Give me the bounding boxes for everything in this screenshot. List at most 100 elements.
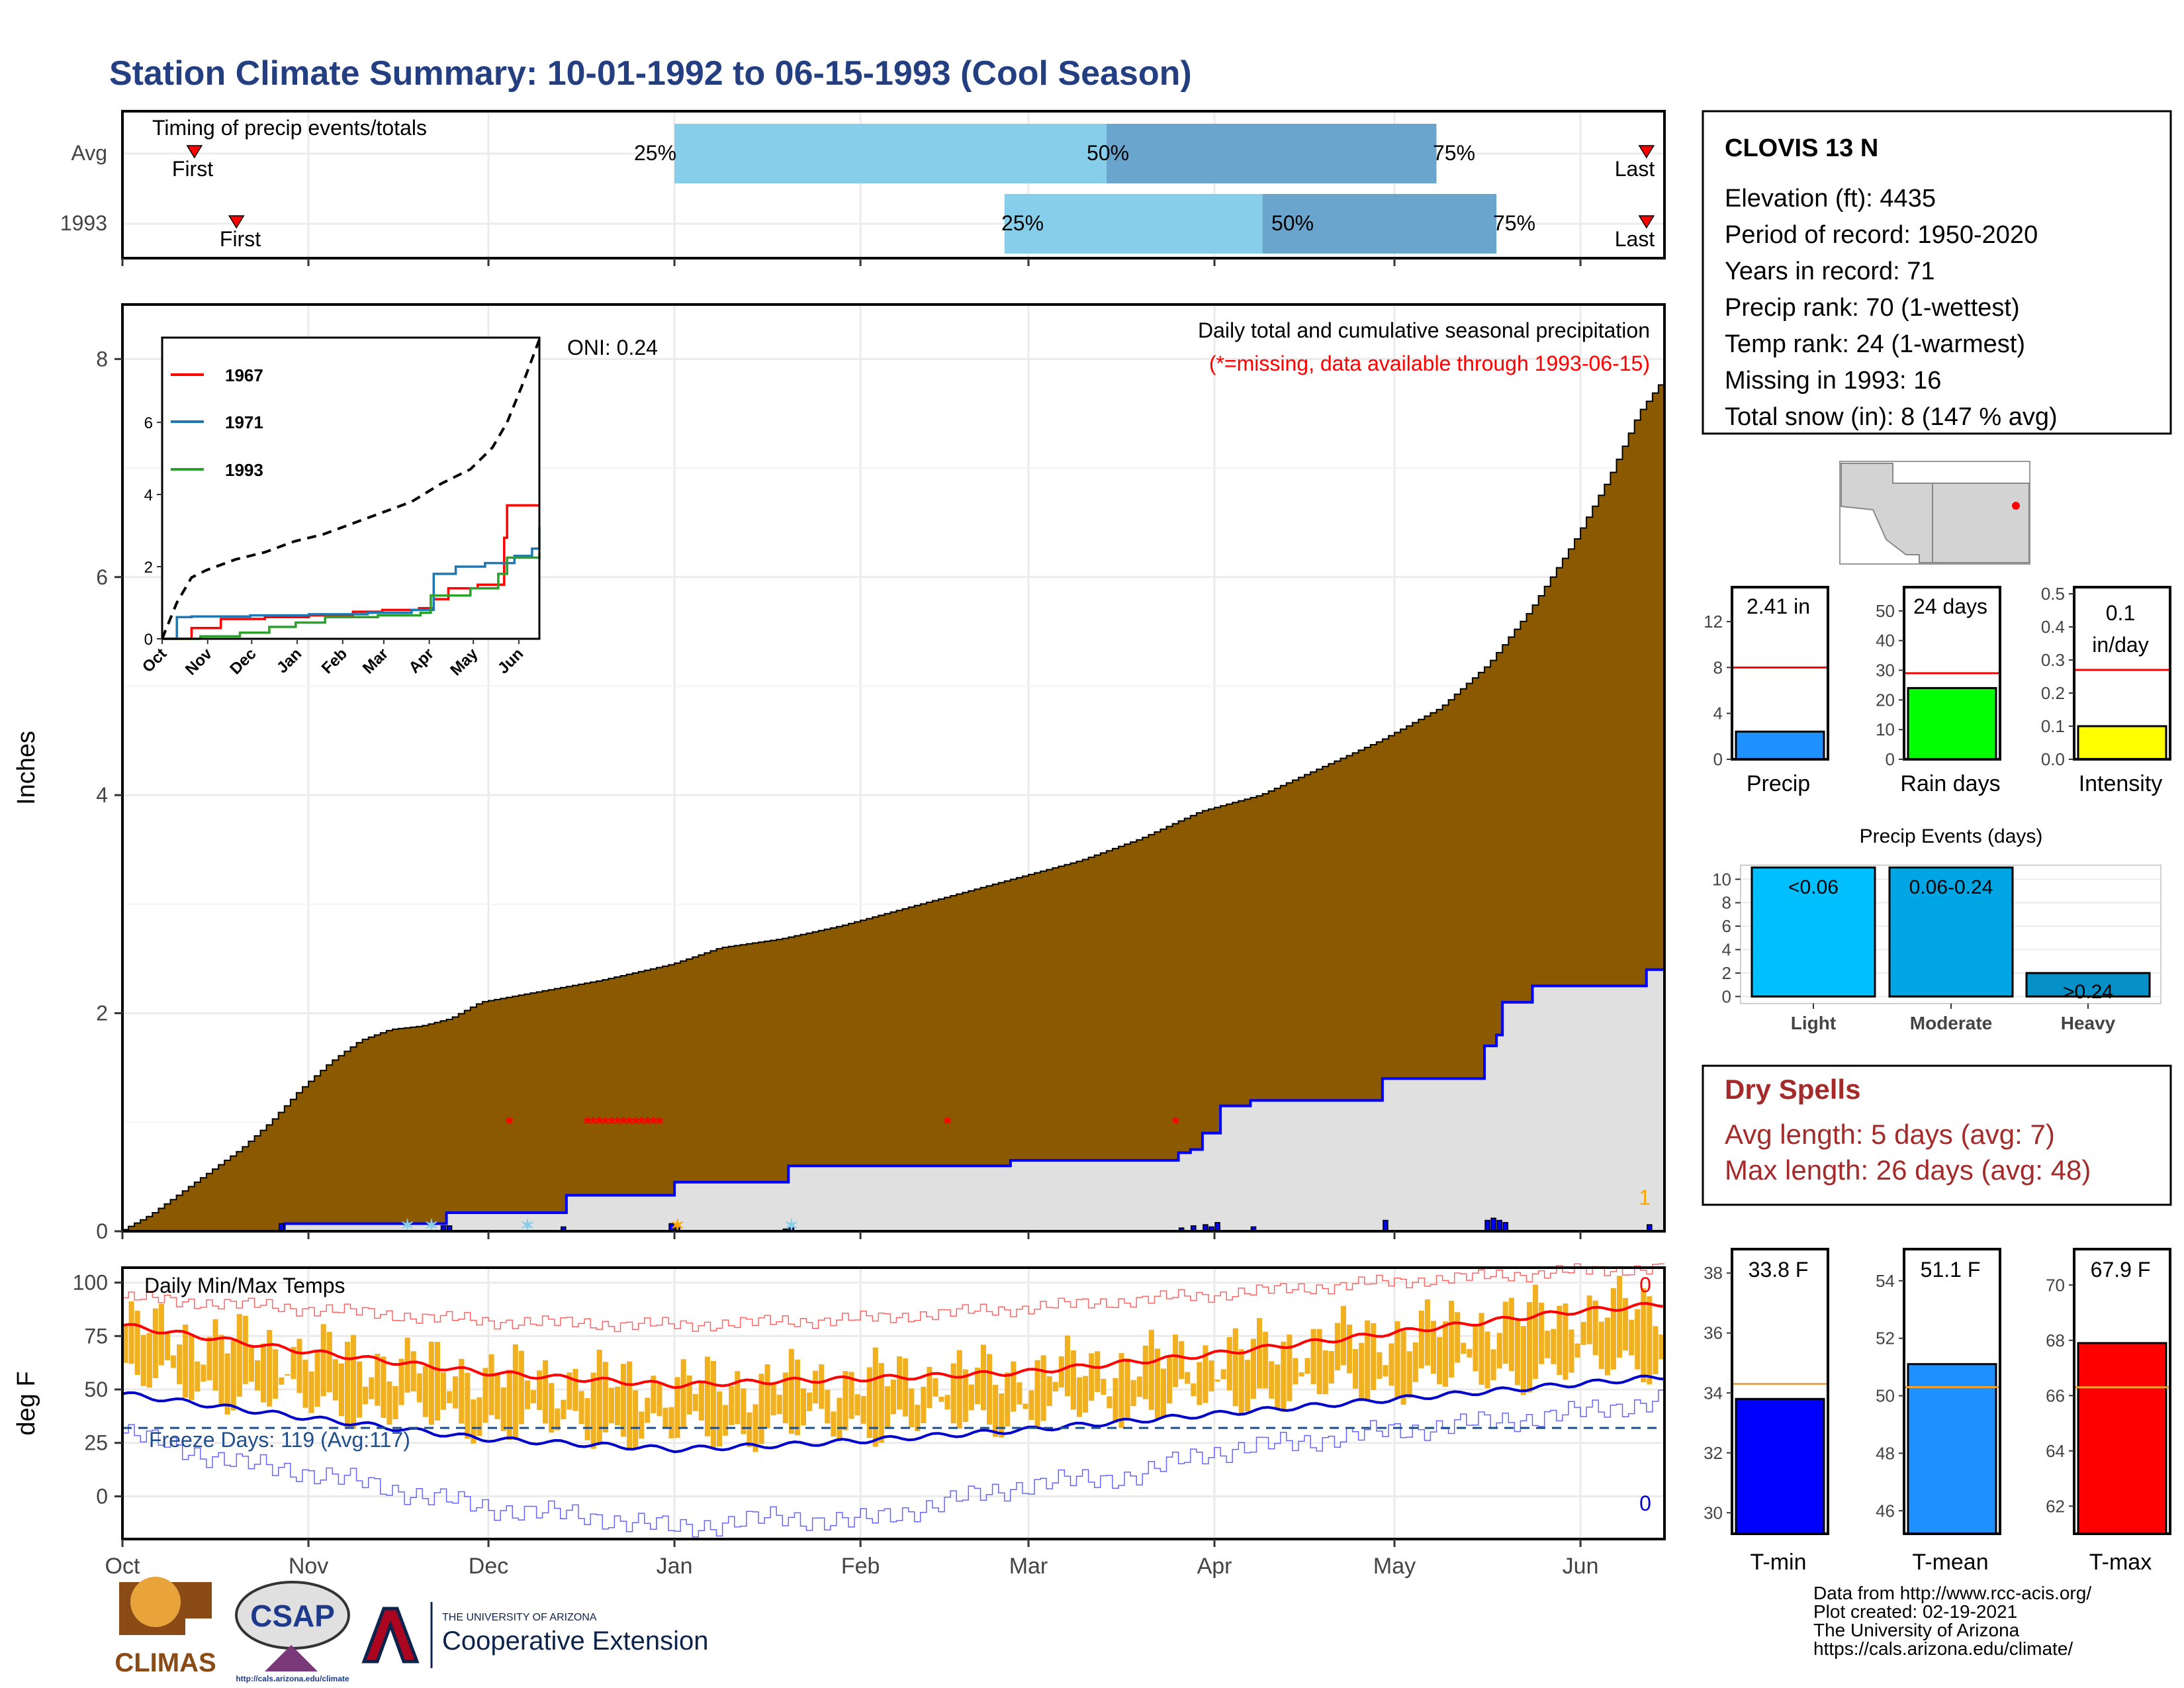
daily-temp-bar xyxy=(578,1391,584,1425)
daily-temp-bar xyxy=(639,1411,645,1439)
daily-temp-bar xyxy=(1148,1329,1154,1410)
daily-temp-bar xyxy=(741,1388,747,1434)
missing-day-marker: * xyxy=(944,1113,952,1135)
timing-last-avg-label: Last xyxy=(1615,157,1655,181)
mini-tmean-xlabel: T-mean xyxy=(1912,1550,1988,1575)
daily-temp-bar xyxy=(903,1358,909,1417)
events-ytick-label: 8 xyxy=(1722,893,1731,913)
timing-bar-p25-p50-avg xyxy=(674,124,1107,183)
mini-tmax-frame xyxy=(2073,1248,2171,1535)
temps-xtick-label: Jan xyxy=(657,1554,693,1579)
missing-day-marker: * xyxy=(584,1113,592,1135)
daily-temp-bar xyxy=(1275,1364,1281,1410)
daily-temp-bar xyxy=(465,1372,471,1439)
daily-temp-bar xyxy=(482,1368,488,1423)
station-temp-rank: Temp rank: 24 (1-warmest) xyxy=(1725,330,2025,358)
daily-temp-bar xyxy=(1017,1382,1023,1405)
daily-temp-bar xyxy=(1436,1336,1443,1385)
inset-ytick-label: 0 xyxy=(144,631,153,649)
mini-tmax-xlabel: T-max xyxy=(2089,1550,2152,1575)
daily-temp-bar xyxy=(1551,1329,1557,1364)
inset-line-max xyxy=(161,338,541,639)
daily-temp-bar xyxy=(332,1359,338,1401)
daily-temp-bar xyxy=(518,1350,524,1425)
daily-temp-bar xyxy=(1238,1349,1244,1415)
daily-temp-bar xyxy=(1191,1383,1197,1397)
daily-temp-bar xyxy=(1142,1345,1148,1399)
daily-temp-bar xyxy=(1490,1349,1496,1380)
daily-temp-bar xyxy=(1371,1323,1377,1390)
temps-ytick-label: 100 xyxy=(73,1271,108,1295)
daily-temp-bar xyxy=(248,1345,254,1382)
mini-tmean-value-bar xyxy=(1907,1363,1997,1535)
daily-temp-bar xyxy=(897,1356,903,1410)
daily-temp-bar xyxy=(872,1347,878,1447)
timing-bar-p25-p50-1993 xyxy=(1004,194,1263,254)
daily-temp-bar xyxy=(369,1377,375,1399)
climas-logo-sun xyxy=(130,1577,181,1627)
freeze-days-label: Freeze Days: 119 (Avg:117) xyxy=(149,1428,410,1452)
daily-temp-bar xyxy=(1400,1331,1406,1405)
daily-temp-bar xyxy=(1365,1320,1371,1401)
mini-tmax-ytick-label: 68 xyxy=(2046,1331,2065,1350)
mini-tmin-frame xyxy=(1731,1248,1829,1535)
timing-xticks xyxy=(121,258,1582,266)
missing-day-marker: * xyxy=(643,1113,651,1135)
daily-temp-bar xyxy=(381,1356,387,1419)
events-xlabel-heavy: Heavy xyxy=(2061,1013,2116,1033)
ua-logo: THE UNIVERSITY OF ARIZONA Cooperative Ex… xyxy=(361,1602,708,1668)
temps-xtick-label: Apr xyxy=(1197,1554,1232,1579)
daily-temp-bar xyxy=(1604,1317,1610,1376)
daily-temp-bar xyxy=(1310,1329,1316,1385)
precip-ytick-label: 6 xyxy=(96,565,108,589)
daily-temp-bar xyxy=(956,1350,962,1429)
daily-temp-bar xyxy=(729,1386,735,1425)
daily-temp-bar xyxy=(1508,1297,1514,1372)
events-bar-label-moderate: 0.06-0.24 xyxy=(1909,876,1993,898)
daily-temp-bar xyxy=(1046,1376,1052,1406)
daily-temp-bar xyxy=(770,1384,776,1416)
missing-day-marker: * xyxy=(608,1113,615,1135)
daily-temp-bar xyxy=(974,1368,980,1405)
daily-temp-bar xyxy=(1322,1350,1328,1395)
daily-temp-bar xyxy=(1154,1348,1160,1419)
daily-temp-bar xyxy=(794,1359,800,1436)
missing-day-marker: * xyxy=(625,1113,633,1135)
temps-ylabel: deg F xyxy=(13,1371,40,1435)
daily-temp-bar xyxy=(825,1389,831,1424)
daily-temp-bar xyxy=(1430,1321,1436,1374)
daily-temp-bar xyxy=(1653,1326,1659,1374)
avg-cumulative-area xyxy=(122,384,1665,1232)
daily-temp-bar xyxy=(1316,1329,1322,1395)
daily-temp-bar xyxy=(837,1397,842,1439)
daily-temp-bar xyxy=(189,1334,195,1400)
daily-temp-bar xyxy=(164,1332,171,1360)
daily-temp-bar xyxy=(1574,1343,1580,1358)
daily-temp-bar xyxy=(128,1301,134,1364)
avg-min-line xyxy=(122,1374,1665,1454)
daily-temp-bar xyxy=(645,1397,651,1423)
precip-ytick-label: 8 xyxy=(96,347,108,371)
daily-temp-bar xyxy=(471,1399,477,1444)
daily-temp-bar xyxy=(1496,1333,1502,1369)
precip-corner-label: 1 xyxy=(1639,1186,1651,1209)
daily-temp-bar xyxy=(680,1359,686,1427)
events-ytick-label: 6 xyxy=(1722,916,1731,936)
mini-intensity-ytick-label: 0.2 xyxy=(2041,683,2065,703)
daily-temp-bar xyxy=(1629,1319,1635,1356)
timing-p50-1993: 50% xyxy=(1271,211,1314,235)
mini-tmax-ytick-label: 64 xyxy=(2046,1441,2065,1461)
daily-temp-bar xyxy=(584,1398,590,1440)
timing-ylabel-avg: Avg xyxy=(71,141,107,165)
daily-temp-bar xyxy=(242,1315,248,1384)
daily-temp-bar xyxy=(1586,1295,1592,1344)
daily-temp-bar xyxy=(177,1344,183,1384)
daily-temp-bar xyxy=(944,1395,950,1410)
events-bar-label-heavy: >0.24 xyxy=(2063,981,2113,1003)
mini-tmean-ytick-label: 50 xyxy=(1876,1386,1895,1406)
daily-temp-bar xyxy=(1281,1341,1287,1412)
missing-day-marker: * xyxy=(619,1113,627,1135)
timing-first-avg-label: First xyxy=(172,157,213,181)
daily-temp-bar xyxy=(1443,1321,1449,1387)
legend-label-1971: 1971 xyxy=(225,412,263,432)
